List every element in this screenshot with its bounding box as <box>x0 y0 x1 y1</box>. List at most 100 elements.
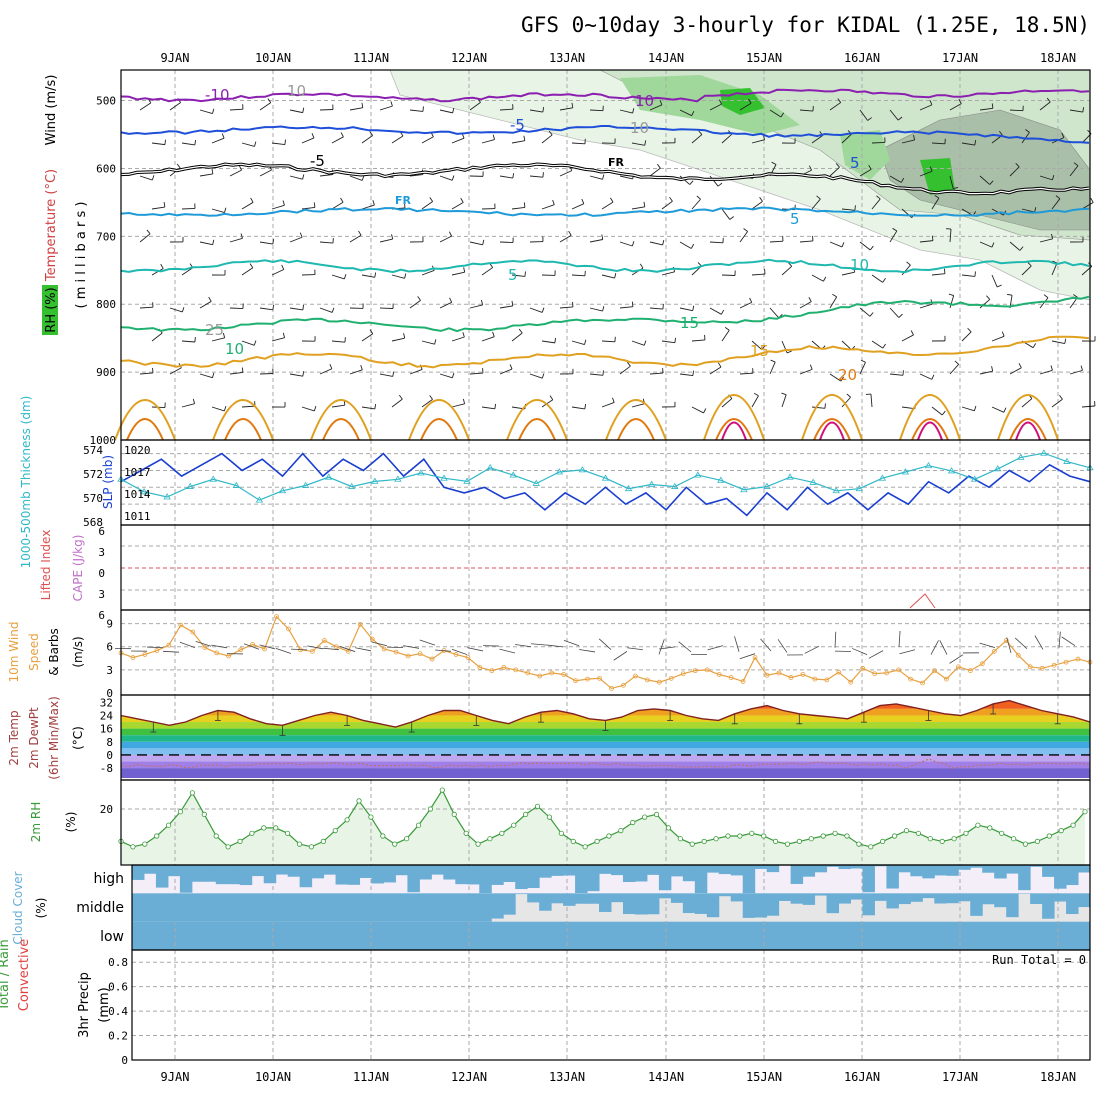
axis-label-total-rain: Total / Rain <box>0 939 12 1012</box>
slp-tick: 1017 <box>124 466 151 479</box>
wind-barb <box>559 107 573 111</box>
thickness-point <box>994 465 1002 472</box>
thickness-point <box>255 496 264 503</box>
cloud-high-cell <box>814 865 828 873</box>
cloud-high-cell <box>599 865 612 874</box>
wind-barb <box>859 307 871 317</box>
rh2m-point <box>296 841 303 847</box>
wind-speed-point <box>967 668 973 674</box>
surface-wind-barb <box>678 641 692 653</box>
wind-barb-flag <box>313 406 317 412</box>
wind-barb-flag <box>282 200 285 206</box>
wind-barb-flag <box>643 340 647 346</box>
cloud-high-cell <box>886 865 899 889</box>
wind-barb-flag <box>808 297 812 302</box>
surface-wind-barb <box>371 641 388 647</box>
contour-arch-25 <box>420 418 458 441</box>
wind-tick: 6 <box>106 641 113 654</box>
axis-label-2m-rh: 2m RH <box>29 802 43 843</box>
cloud-mid-cell <box>910 893 923 902</box>
wind-barb-flag <box>602 370 604 376</box>
wind-barb-flag <box>281 264 285 270</box>
wind-barb <box>511 274 525 277</box>
wind-barb-flag <box>674 337 676 343</box>
cloud-high-cell <box>622 865 636 883</box>
wind-barb-flag <box>449 297 453 303</box>
wind-barb-flag <box>221 133 225 139</box>
axis-label-minmax: (6hr Min/Max) <box>47 696 61 780</box>
contour-arch-20 <box>408 399 470 441</box>
wind-barb <box>319 368 333 375</box>
cloud-mid-cell <box>263 893 277 922</box>
surface-wind-barb <box>659 646 676 650</box>
wind-barb <box>619 109 633 114</box>
cloud-mid-cell <box>167 893 181 922</box>
wind-speed-point <box>1015 652 1021 658</box>
wind-barb <box>751 139 765 144</box>
wind-barb-flag <box>717 182 723 187</box>
wind-barb <box>769 361 776 375</box>
wind-barb <box>169 367 182 375</box>
wind-barb <box>829 373 842 382</box>
wind-barb <box>319 241 333 244</box>
wind-barb <box>721 134 732 144</box>
wind-barb <box>919 104 933 111</box>
surface-wind-barb <box>323 647 340 651</box>
wind-speed-point <box>262 646 267 652</box>
cloud-high-cell <box>754 865 768 869</box>
contour-label: 5 <box>508 266 518 284</box>
contour-label: 10 <box>850 256 869 274</box>
wind-barb <box>499 175 513 179</box>
wind-barb <box>361 333 374 342</box>
wind-barb <box>481 406 495 410</box>
cloud-high-cell <box>670 865 684 877</box>
axis-label-percent: (%) <box>64 812 78 833</box>
thickness-point <box>394 475 402 482</box>
wind-barb <box>979 241 993 248</box>
cloud-mid-cell <box>335 893 349 922</box>
wind-barb-flag <box>1043 294 1049 299</box>
thickness-point <box>348 482 356 489</box>
cloud-high-cell <box>802 865 816 877</box>
wind-barb-flag <box>748 98 752 104</box>
wind-barb <box>1021 265 1032 276</box>
cloud-high-cell <box>299 865 313 888</box>
wind-barb-flag <box>392 371 395 377</box>
wind-barb-flag <box>659 100 663 106</box>
wind-speed-point <box>202 645 208 650</box>
temp-tick: 32 <box>100 696 113 709</box>
rh2m-point <box>368 814 374 820</box>
rh2m-point <box>344 817 350 823</box>
wind-barb <box>739 231 748 243</box>
contour-label: 5 <box>850 154 860 172</box>
wind-barb-flag <box>181 307 185 313</box>
wind-barb <box>751 273 765 276</box>
wind-barb <box>811 198 821 210</box>
wind-barb <box>181 403 195 408</box>
wind-barb <box>619 306 633 309</box>
cloud-high-cell <box>191 865 205 882</box>
contour-label: 25 <box>205 321 224 339</box>
wind-barb-flag <box>302 174 305 180</box>
contour-arch-25 <box>617 418 655 441</box>
rh2m-point <box>177 809 184 815</box>
wind-barb <box>349 234 362 243</box>
precip-tick: 0.6 <box>108 981 128 994</box>
wind-barb <box>619 175 633 180</box>
cloud-mid-cell <box>299 893 313 922</box>
wind-barb-flag <box>816 195 821 200</box>
surface-wind-barb <box>834 631 837 648</box>
wind-speed-point <box>621 682 626 688</box>
wind-barb-flag <box>250 197 254 203</box>
surface-wind-barb <box>1006 637 1012 653</box>
rh2m-point <box>749 830 755 836</box>
rh2m-point <box>832 830 838 836</box>
surface-wind-barb <box>339 646 356 652</box>
wind-barb <box>661 340 675 344</box>
wind-barb <box>1051 398 1063 408</box>
wind-barb <box>799 301 812 309</box>
wind-barb <box>469 372 483 375</box>
temp-tick: 0 <box>106 749 113 762</box>
axis-label-rh: RH (%) <box>44 287 59 332</box>
rh2m-point <box>475 841 481 847</box>
